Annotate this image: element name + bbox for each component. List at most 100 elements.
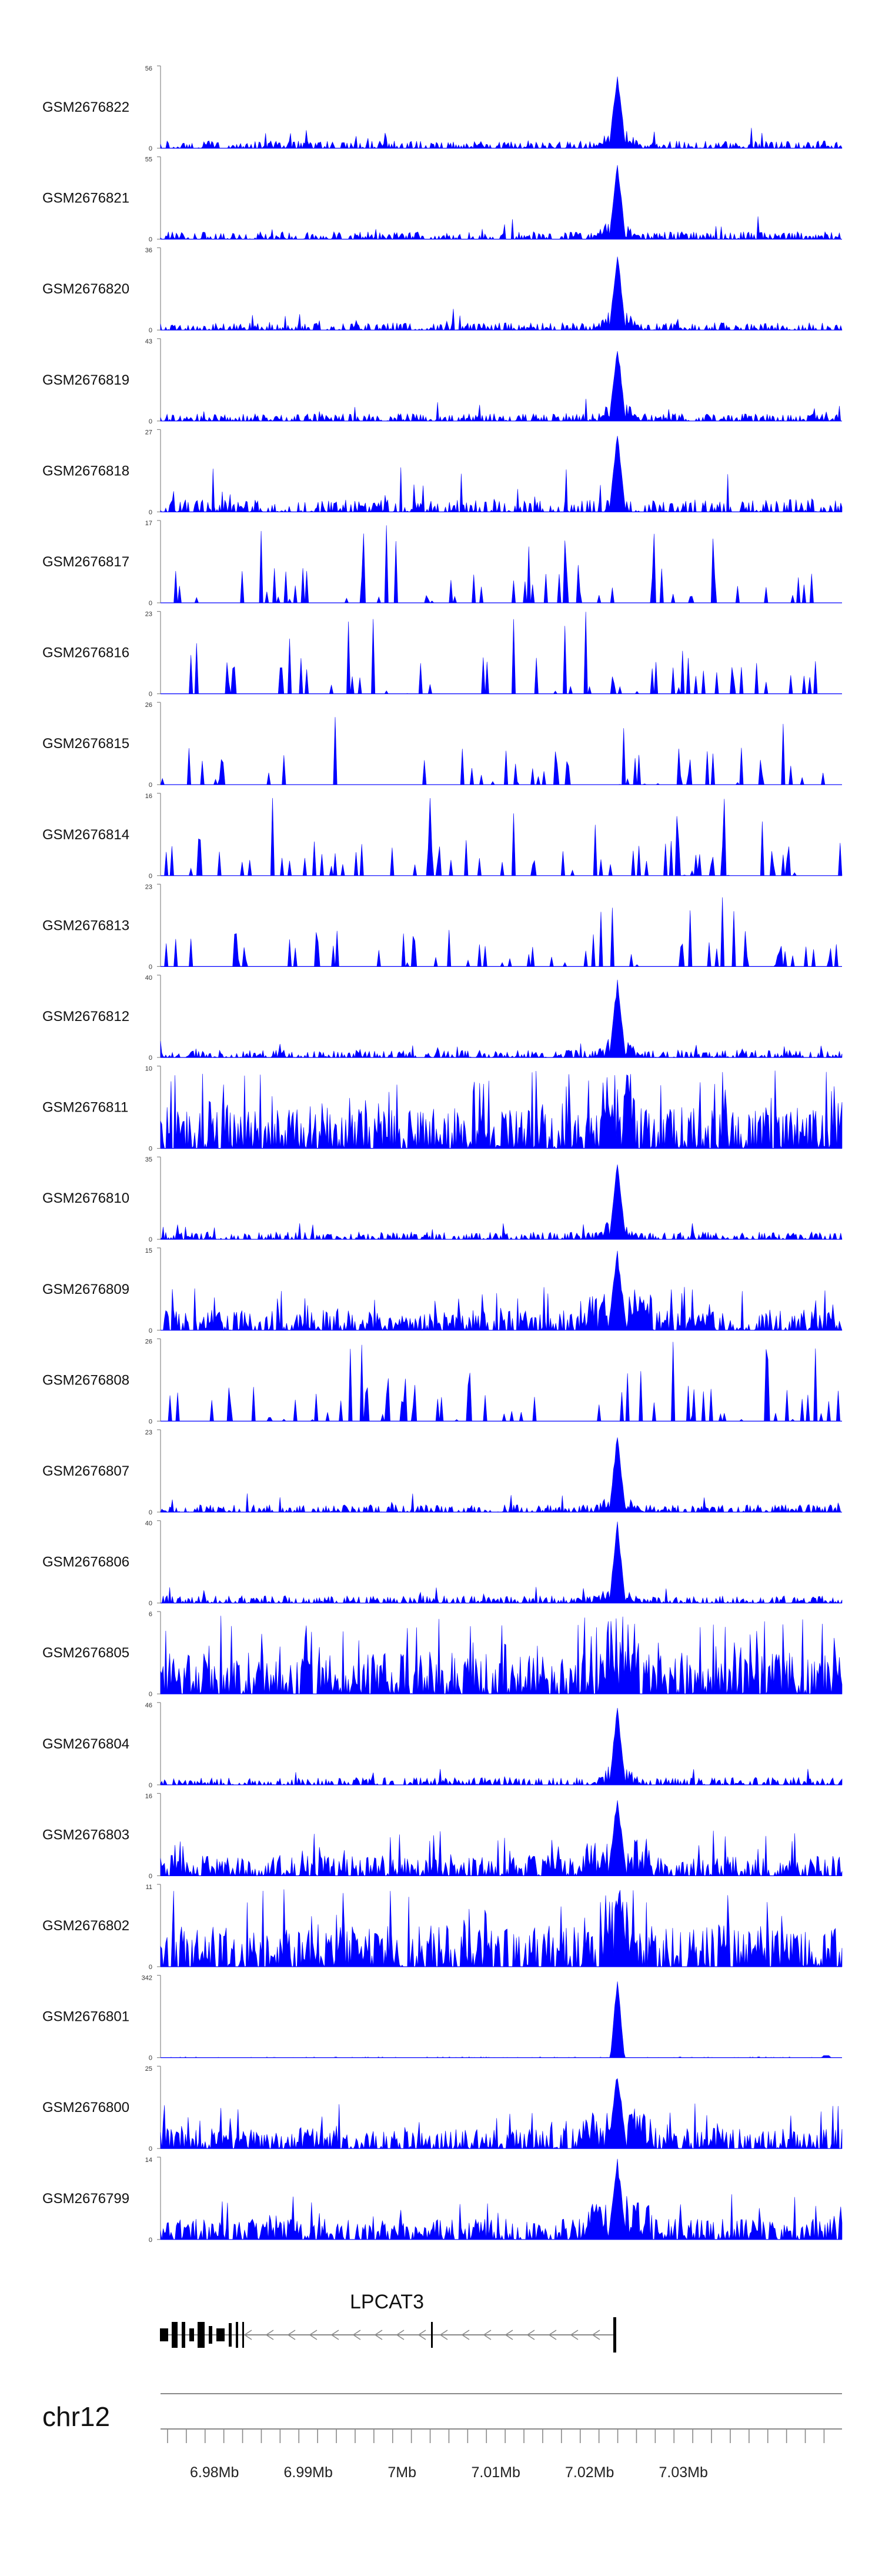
gene-strand-arrow — [483, 2330, 492, 2340]
gene-strand-arrow — [570, 2330, 579, 2340]
track: GSM2676812 40 0 — [42, 975, 843, 1062]
track: GSM2676801 342 0 — [42, 1975, 842, 2062]
gene-exon — [242, 2322, 244, 2348]
track-label: GSM2676808 — [42, 1372, 129, 1388]
track-label: GSM2676803 — [42, 1827, 129, 1843]
gene-strand-arrow — [352, 2330, 361, 2340]
track-signal-area — [160, 1164, 843, 1240]
track-label: GSM2676817 — [42, 554, 129, 570]
track: GSM2676818 27 0 — [42, 429, 843, 516]
track-signal-area — [160, 717, 842, 786]
gene-model-lpcat3 — [160, 2317, 616, 2353]
track-signal-area — [160, 1437, 842, 1513]
track-ymin-label: 0 — [149, 873, 152, 880]
track-ymax-label: 56 — [145, 65, 152, 72]
track-signal-area — [160, 1070, 843, 1149]
track: GSM2676805 6 0 — [42, 1611, 843, 1698]
x-axis-tick-label: 7.02Mb — [565, 2464, 614, 2481]
gene-exon — [182, 2322, 185, 2348]
signal-tracks: GSM2676822560GSM2676821550GSM2676820360G… — [42, 65, 843, 2244]
track: GSM2676802 11 0 — [42, 1884, 843, 1971]
track-signal-area — [160, 1800, 843, 1877]
x-axis-tick-label: 7.01Mb — [472, 2464, 520, 2481]
track: GSM2676813 23 0 — [42, 883, 842, 970]
track-label: GSM2676814 — [42, 827, 129, 843]
gene-label: LPCAT3 — [350, 2291, 424, 2313]
track-ymin-label: 0 — [149, 1782, 152, 1789]
track-label: GSM2676805 — [42, 1645, 129, 1661]
track-label: GSM2676818 — [42, 463, 129, 479]
track-ymax-label: 40 — [145, 975, 152, 982]
track: GSM2676817 17 0 — [42, 520, 842, 607]
x-axis-tick-label: 6.99Mb — [284, 2464, 333, 2481]
track-label: GSM2676821 — [42, 191, 129, 206]
gene-strand-arrow — [374, 2330, 383, 2340]
track-ymax-label: 10 — [145, 1066, 152, 1073]
track-label: GSM2676804 — [42, 1736, 129, 1752]
track-ymin-label: 0 — [149, 327, 152, 334]
gene-strand-arrow — [505, 2330, 513, 2340]
gene-strand-arrow — [526, 2330, 535, 2340]
x-axis: 6.98Mb 6.99Mb 7Mb 7.01Mb 7.02Mb 7.03Mb — [161, 2428, 842, 2481]
gene-strand-arrow — [417, 2330, 426, 2340]
track-ymax-label: 11 — [146, 1884, 152, 1891]
track-ymin-label: 0 — [149, 2055, 152, 2062]
track-ymin-label: 0 — [149, 418, 152, 425]
track: GSM2676808 26 0 — [42, 1338, 842, 1425]
track-ymin-label: 0 — [149, 963, 152, 970]
track-ymax-label: 6 — [149, 1611, 152, 1618]
x-axis-tick-label: 6.98Mb — [190, 2464, 239, 2481]
track-label: GSM2676799 — [42, 2191, 129, 2207]
track-signal-area — [161, 1250, 843, 1331]
track-ymax-label: 15 — [145, 1247, 152, 1254]
track-label: GSM2676802 — [42, 1918, 129, 1934]
track-label: GSM2676809 — [42, 1282, 129, 1297]
track-label: GSM2676800 — [42, 2100, 129, 2115]
track-label: GSM2676820 — [42, 281, 129, 297]
gene-exon — [198, 2322, 205, 2348]
track-ymin-label: 0 — [149, 236, 152, 243]
gene-exon — [431, 2322, 433, 2348]
track-ymin-label: 0 — [149, 782, 152, 789]
track-signal-area — [160, 351, 842, 422]
track-ymax-label: 26 — [145, 702, 152, 709]
gene-exon — [209, 2326, 212, 2344]
track-ymin-label: 0 — [149, 1873, 152, 1880]
track-ymax-label: 342 — [142, 1975, 152, 1982]
x-axis-tick-label: 7Mb — [387, 2464, 416, 2481]
track-label: GSM2676819 — [42, 372, 129, 388]
track-ymin-label: 0 — [149, 1236, 152, 1243]
gene-strand-arrow — [330, 2330, 339, 2340]
track-signal-area — [160, 436, 843, 513]
track-label: GSM2676813 — [42, 917, 129, 933]
track-label: GSM2676807 — [42, 1463, 129, 1479]
gene-strand-arrow — [592, 2330, 600, 2340]
track-label: GSM2676801 — [42, 2009, 129, 2025]
track-ymin-label: 0 — [149, 509, 152, 516]
track-ymin-label: 0 — [149, 1509, 152, 1516]
track-ymax-label: 23 — [145, 883, 152, 890]
track-ymax-label: 55 — [145, 156, 152, 163]
gene-strand-arrow — [243, 2330, 252, 2340]
track: GSM2676814 16 0 — [42, 793, 843, 880]
track-ymax-label: 17 — [145, 520, 152, 527]
track: GSM2676804 46 0 — [42, 1702, 843, 1789]
track: GSM2676821 55 0 — [42, 156, 842, 243]
track-ymin-label: 0 — [149, 600, 152, 607]
gene-strand-arrow — [287, 2330, 296, 2340]
track: GSM2676815 26 0 — [42, 702, 842, 789]
track-ymin-label: 0 — [149, 1327, 152, 1334]
track: GSM2676803 16 0 — [42, 1793, 843, 1880]
track-ymax-label: 23 — [145, 1429, 152, 1436]
track-ymin-label: 0 — [149, 1691, 152, 1698]
track-ymin-label: 0 — [149, 691, 152, 698]
track-ymax-label: 35 — [145, 1156, 152, 1163]
track: GSM2676806 40 0 — [42, 1520, 843, 1607]
track-ymax-label: 26 — [145, 1338, 152, 1345]
track: GSM2676820 36 0 — [42, 247, 843, 334]
track: GSM2676800 25 0 — [42, 2066, 843, 2153]
chromosome-label: chr12 — [42, 2401, 110, 2432]
gene-exon — [172, 2322, 178, 2348]
gene-strand-arrow — [265, 2330, 274, 2340]
